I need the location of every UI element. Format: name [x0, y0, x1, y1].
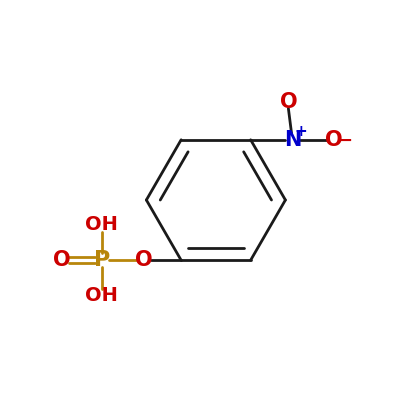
Text: O: O: [53, 250, 71, 270]
Text: OH: OH: [85, 215, 118, 234]
Text: +: +: [295, 124, 308, 138]
Text: N: N: [284, 130, 301, 150]
Text: O: O: [325, 130, 343, 150]
Text: O: O: [134, 250, 152, 270]
Text: O: O: [280, 92, 297, 112]
Text: −: −: [337, 132, 352, 150]
Text: P: P: [94, 250, 110, 270]
Text: OH: OH: [85, 286, 118, 306]
